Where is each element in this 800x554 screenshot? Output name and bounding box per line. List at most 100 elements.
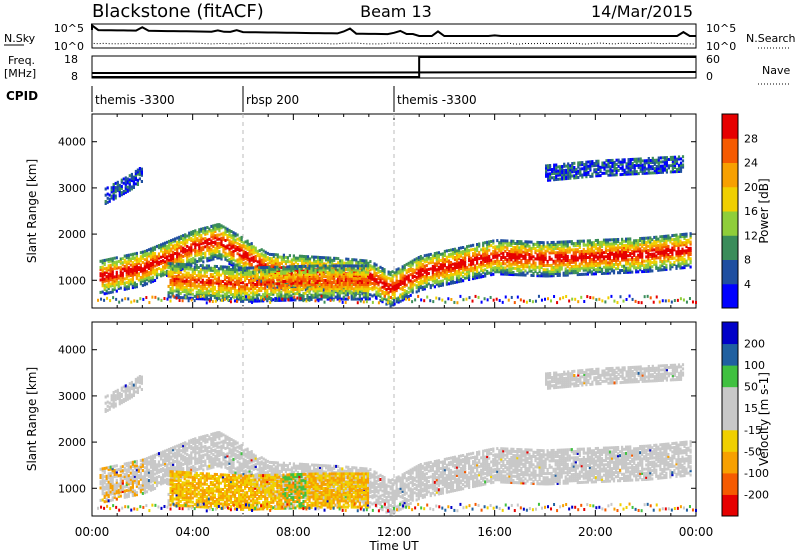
power-cell (608, 250, 612, 254)
power-cell (671, 256, 674, 260)
power-cell (272, 267, 275, 271)
power-cell (139, 282, 142, 286)
power-cell (331, 258, 334, 262)
power-cell (582, 266, 585, 270)
power-cell (641, 243, 644, 247)
power-cell (441, 252, 444, 256)
power-cell (534, 257, 537, 261)
power-cell (401, 288, 404, 292)
power-cell (109, 259, 112, 263)
power-cell (176, 253, 179, 257)
power-cell (445, 282, 448, 286)
power-cell (212, 226, 215, 230)
power-cell (548, 264, 551, 267)
power-cell (369, 266, 372, 270)
power-cell (107, 276, 110, 280)
power-cell (504, 270, 507, 274)
power-cell (554, 261, 557, 265)
power-cell (151, 277, 155, 281)
power-cell (596, 268, 599, 271)
power-cell (141, 250, 144, 254)
power-cell (270, 265, 273, 269)
power-cell (125, 264, 128, 268)
power-cell (602, 261, 606, 265)
power-cell (405, 294, 408, 298)
power-cell (641, 263, 644, 267)
power-cell (685, 263, 688, 267)
power-cell (512, 271, 515, 274)
power-cell (455, 255, 459, 259)
colorbar-label-1: Velocity [m s-1] (757, 372, 771, 466)
power-cell (542, 257, 545, 261)
power-cell (576, 271, 579, 274)
power-cell (462, 264, 465, 268)
power-cell (407, 268, 410, 271)
power-cell (689, 242, 692, 246)
power-cell (661, 237, 664, 241)
power-cell (520, 263, 523, 266)
power-cell (548, 247, 551, 251)
power-cell (223, 282, 227, 286)
power-cell (228, 241, 231, 245)
power-cell (197, 266, 200, 269)
power-cell (572, 260, 575, 264)
power-cell (464, 272, 467, 276)
power-cell (445, 266, 448, 270)
power-cell (508, 262, 511, 266)
power-cell (528, 248, 531, 252)
power-cell (431, 267, 434, 270)
power-cell (125, 281, 128, 285)
power-cell (435, 255, 438, 259)
power-cell (558, 265, 561, 269)
power-cell (157, 256, 161, 260)
power-cell (637, 249, 640, 253)
power-cell (623, 248, 626, 252)
power-cell (194, 262, 197, 266)
power-cell (685, 243, 688, 246)
colorbar-tick: 4 (744, 278, 751, 291)
power-cell (168, 246, 171, 250)
power-cell (401, 292, 404, 296)
power-cell (647, 259, 650, 263)
power-cell (105, 258, 108, 262)
power-cell (180, 259, 183, 263)
power-cell (576, 258, 579, 262)
power-cell (421, 285, 424, 289)
power-cell (470, 269, 473, 273)
power-cell (462, 262, 465, 266)
power-cell (302, 273, 306, 277)
power-cell (194, 235, 197, 239)
power-cell (538, 243, 541, 247)
power-cell (524, 254, 527, 258)
power-cell (492, 268, 495, 272)
power-cell (681, 241, 684, 245)
power-cell (639, 261, 642, 265)
power-cell (210, 254, 213, 257)
power-cell (592, 266, 595, 270)
power-cell (105, 283, 108, 287)
power-cell (602, 242, 606, 246)
power-cell (351, 258, 354, 262)
power-cell (433, 254, 436, 258)
power-cell (347, 291, 350, 294)
power-cell (544, 257, 547, 261)
power-cell (294, 285, 297, 289)
power-cell (457, 251, 461, 254)
power-cell (562, 248, 565, 252)
power-cell (584, 266, 587, 270)
power-cell (234, 246, 237, 250)
power-cell (262, 249, 265, 253)
power-cell (623, 239, 626, 243)
power-cell (516, 269, 519, 273)
freq-tick-top: 18 (64, 53, 78, 66)
power-cell (216, 223, 219, 227)
power-cell (176, 240, 179, 244)
power-cell (663, 251, 666, 255)
power-cell (486, 265, 489, 269)
power-cell (592, 264, 595, 267)
power-cell (131, 277, 134, 281)
power-cell (201, 297, 204, 301)
power-cell (188, 254, 191, 258)
power-cell (176, 257, 179, 261)
cpid-segment-2: themis -3300 (397, 93, 477, 107)
